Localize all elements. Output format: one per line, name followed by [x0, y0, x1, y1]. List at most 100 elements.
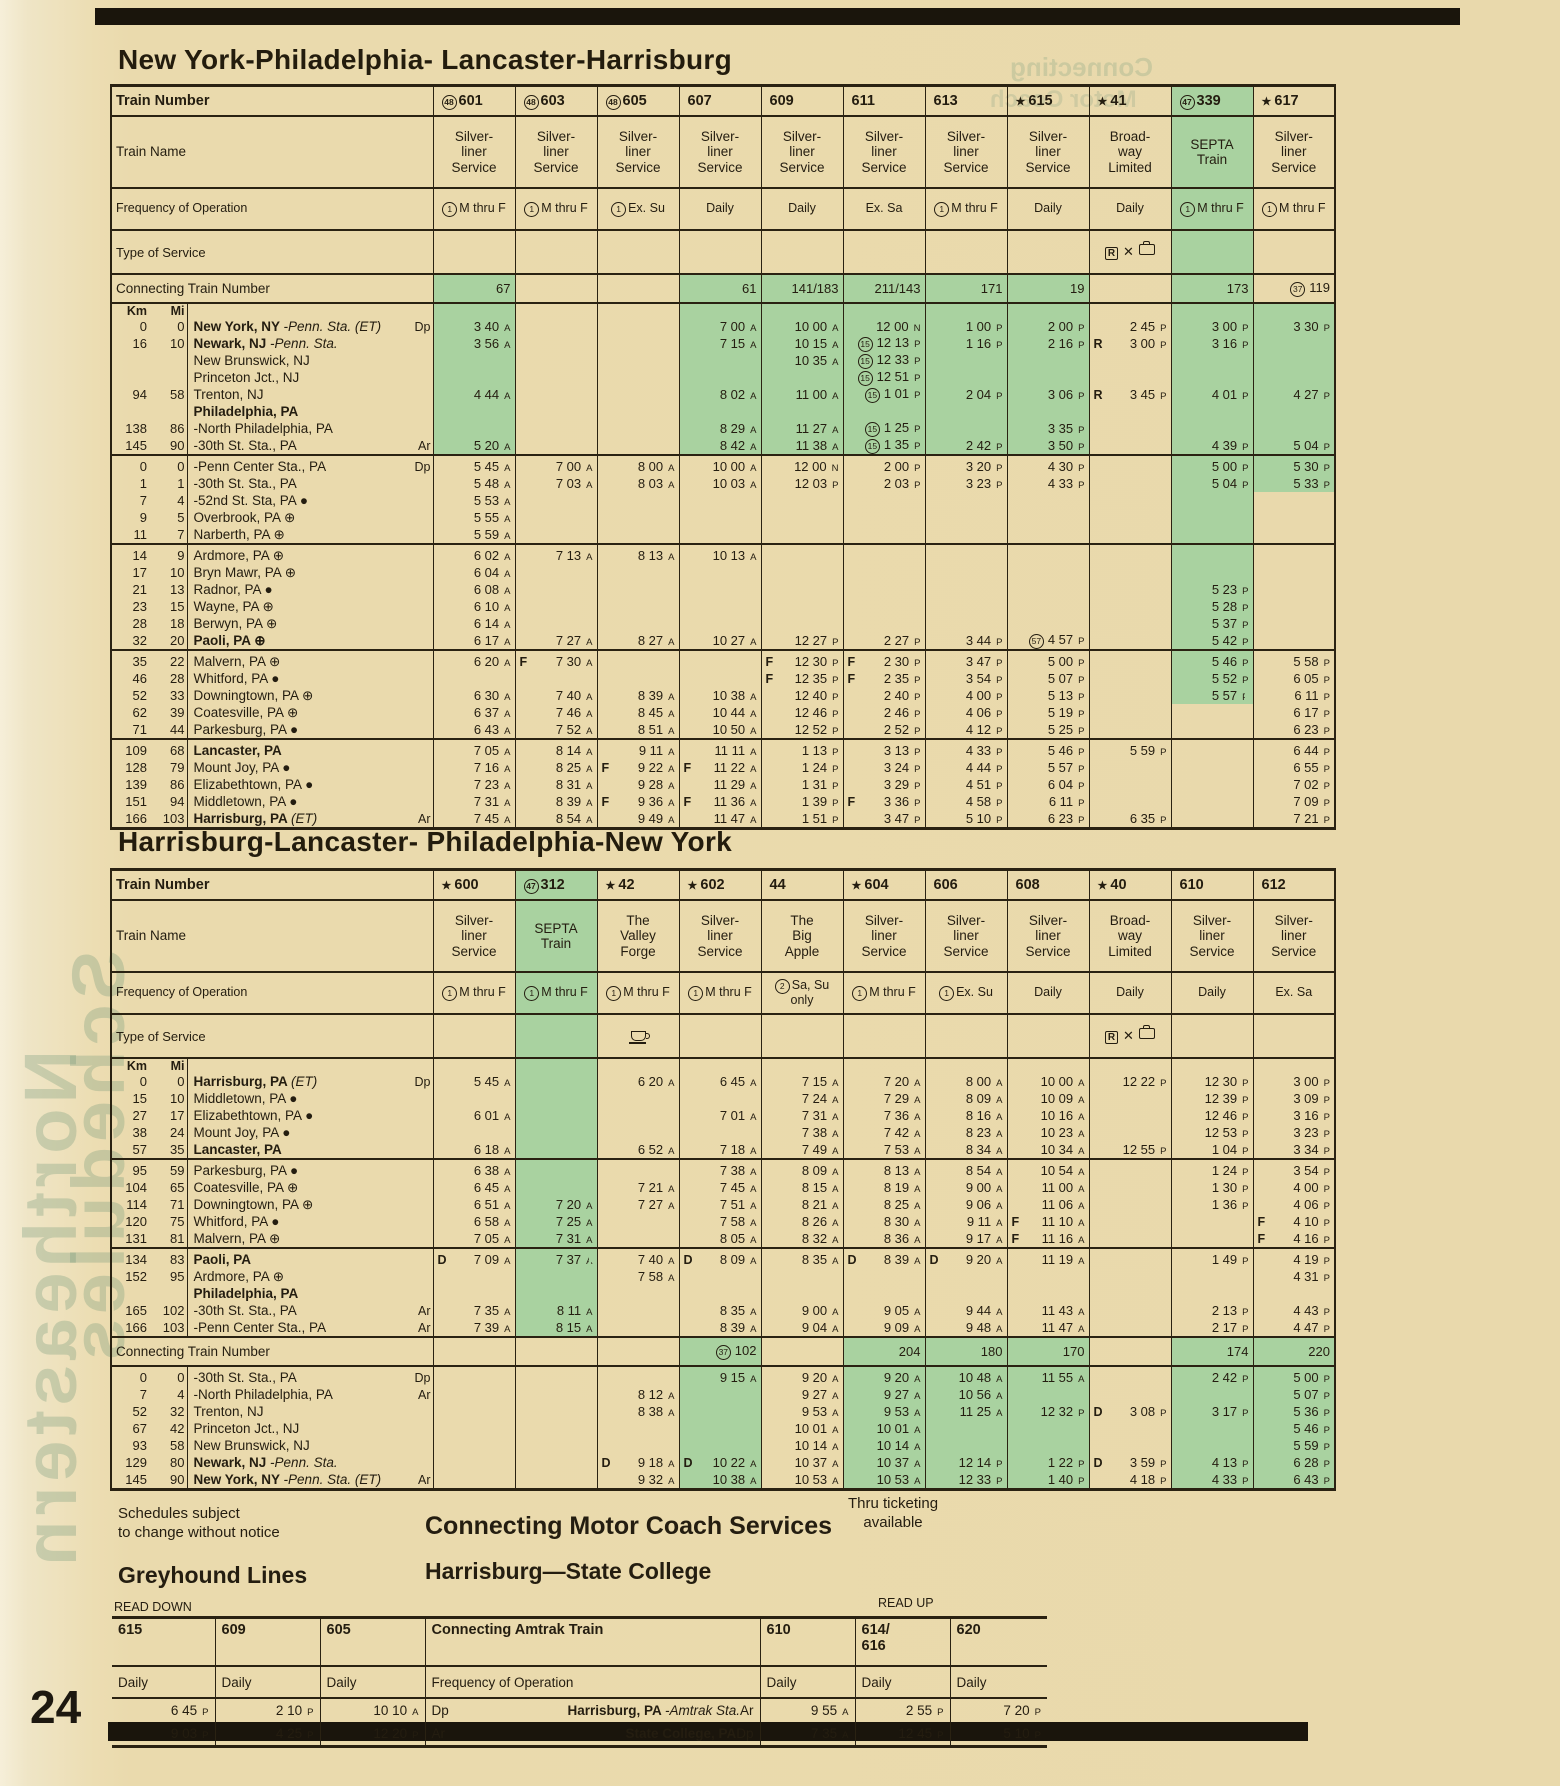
- reserved-seat-icon: R: [1105, 1031, 1119, 1044]
- time-cell: 5 42 P: [1170, 632, 1253, 650]
- connecting-train-number-cell: 180: [924, 1336, 1007, 1367]
- time-cell: [1006, 352, 1089, 369]
- meridiem-label: A: [586, 1235, 593, 1246]
- coach-time-cell: 9 03 P: [112, 1722, 215, 1747]
- time-value: 6 37: [473, 705, 500, 720]
- header-text: Daily: [1198, 985, 1226, 1000]
- time-value: 8 11: [556, 1303, 582, 1318]
- time-value: 5 57: [1047, 760, 1074, 775]
- time-cell: [1170, 1213, 1253, 1230]
- ar-dp-cell: [405, 581, 433, 598]
- time-cell: [678, 1386, 761, 1403]
- time-value: 8 36: [883, 1231, 910, 1246]
- time-cell: [1088, 649, 1171, 670]
- time-value: 10 53: [876, 1472, 910, 1487]
- mi-value: 0: [149, 454, 187, 475]
- meridiem-label: A: [750, 1184, 757, 1195]
- time-value: 5 30: [1293, 459, 1319, 474]
- header-text: 606: [933, 877, 958, 893]
- time-value: 4 06: [1293, 1197, 1319, 1212]
- time-value: 8 45: [637, 705, 664, 720]
- mi-value: 86: [170, 421, 185, 436]
- time-value: 10 00: [712, 459, 746, 474]
- time-value: 7 02: [1293, 777, 1319, 792]
- time-value: 3 06: [1047, 387, 1074, 402]
- time-cell: [1088, 420, 1171, 437]
- type-of-service-cell: [760, 230, 843, 275]
- stop-condition-flag: F: [683, 761, 692, 775]
- meridiem-label: N: [913, 323, 921, 334]
- meridiem-label: P: [1034, 1707, 1041, 1718]
- time-cell: 10 13 A: [678, 543, 761, 564]
- connecting-train-number-cell: [432, 1336, 515, 1367]
- meridiem-label: A: [504, 726, 511, 737]
- mi-value: 20: [170, 633, 185, 648]
- header-text: Broad- way Limited: [1108, 129, 1152, 175]
- meridiem-label: A: [914, 1146, 921, 1157]
- time-cell: [1088, 776, 1171, 793]
- type-of-service-cell: [596, 230, 679, 275]
- time-cell: 7 39 A: [432, 1319, 515, 1337]
- time-value: 174: [1226, 1344, 1249, 1359]
- time-cell: [760, 598, 843, 615]
- time-value: 2 42: [1211, 1370, 1238, 1385]
- frequency-label: Frequency of Operation: [111, 188, 433, 231]
- time-value: 8 35: [801, 1252, 828, 1267]
- time-value: 10 53: [794, 1472, 828, 1487]
- mi-value: 10: [170, 336, 185, 351]
- time-value: 9 27: [801, 1387, 828, 1402]
- time-value: 1 16: [965, 336, 992, 351]
- time-value: 9 20: [801, 1370, 828, 1385]
- train-number-cell: ★ 615: [1006, 85, 1089, 117]
- time-value: 5 00: [1047, 654, 1074, 669]
- time-cell: 10 00 A: [760, 318, 843, 335]
- time-cell: 12 55 P: [1088, 1141, 1171, 1159]
- meridiem-label: P: [914, 463, 921, 474]
- meridiem-label: A: [668, 637, 675, 648]
- time-cell: 5 00 P: [1252, 1365, 1335, 1386]
- meridiem-label: P: [1160, 815, 1167, 826]
- time-cell: F 12 30 P: [760, 649, 843, 670]
- train-number-cell: ★ 40: [1088, 869, 1171, 901]
- time-cell: 7 45 A: [678, 1179, 761, 1196]
- meridiem-label: P: [832, 815, 839, 826]
- time-value: 10 56: [958, 1387, 992, 1402]
- time-value: 12 20: [373, 1726, 408, 1741]
- time-value: 6 52: [637, 1142, 664, 1157]
- meridiem-label: P: [1242, 1324, 1249, 1335]
- time-cell: [1006, 1058, 1089, 1073]
- station-cell: Malvern, PA ⊕: [186, 1230, 405, 1248]
- time-cell: [432, 352, 515, 369]
- time-cell: [1252, 1058, 1335, 1073]
- time-value: 10 00: [794, 319, 828, 334]
- stop-condition-flag: D: [437, 1253, 447, 1267]
- time-cell: [1170, 1230, 1253, 1248]
- time-cell: [760, 369, 843, 386]
- station-cell: Radnor, PA ●: [186, 581, 405, 598]
- coach-time-cell: 4 25 P: [214, 1722, 320, 1747]
- meridiem-label: A: [750, 798, 757, 809]
- time-cell: 6 20 A: [596, 1073, 679, 1090]
- time-cell: 8 13 A: [842, 1158, 925, 1179]
- time-value: 8 39: [719, 1320, 746, 1335]
- time-cell: [924, 615, 1007, 632]
- time-cell: 4 00 P: [1252, 1179, 1335, 1196]
- reference-mark-icon: 47: [1179, 94, 1195, 110]
- meridiem-label: P: [1323, 1307, 1330, 1318]
- km-value: 11: [133, 527, 148, 542]
- time-value: 3 30: [1293, 319, 1319, 334]
- meridiem-label: P: [914, 373, 921, 384]
- time-cell: 7 46 A: [514, 704, 597, 721]
- km-value: 46: [132, 671, 147, 686]
- ar-dp-cell: [405, 721, 433, 739]
- time-value: 8 05: [719, 1231, 746, 1246]
- meridiem-label: A: [586, 552, 593, 563]
- time-cell: [842, 509, 925, 526]
- station-cell: Narberth, PA ⊕: [186, 526, 405, 544]
- time-value: 12 00: [794, 459, 827, 474]
- time-cell: [432, 420, 515, 437]
- time-cell: [1088, 1420, 1171, 1437]
- mi-value: 1: [177, 476, 185, 491]
- time-value: 3 17: [1211, 1404, 1238, 1419]
